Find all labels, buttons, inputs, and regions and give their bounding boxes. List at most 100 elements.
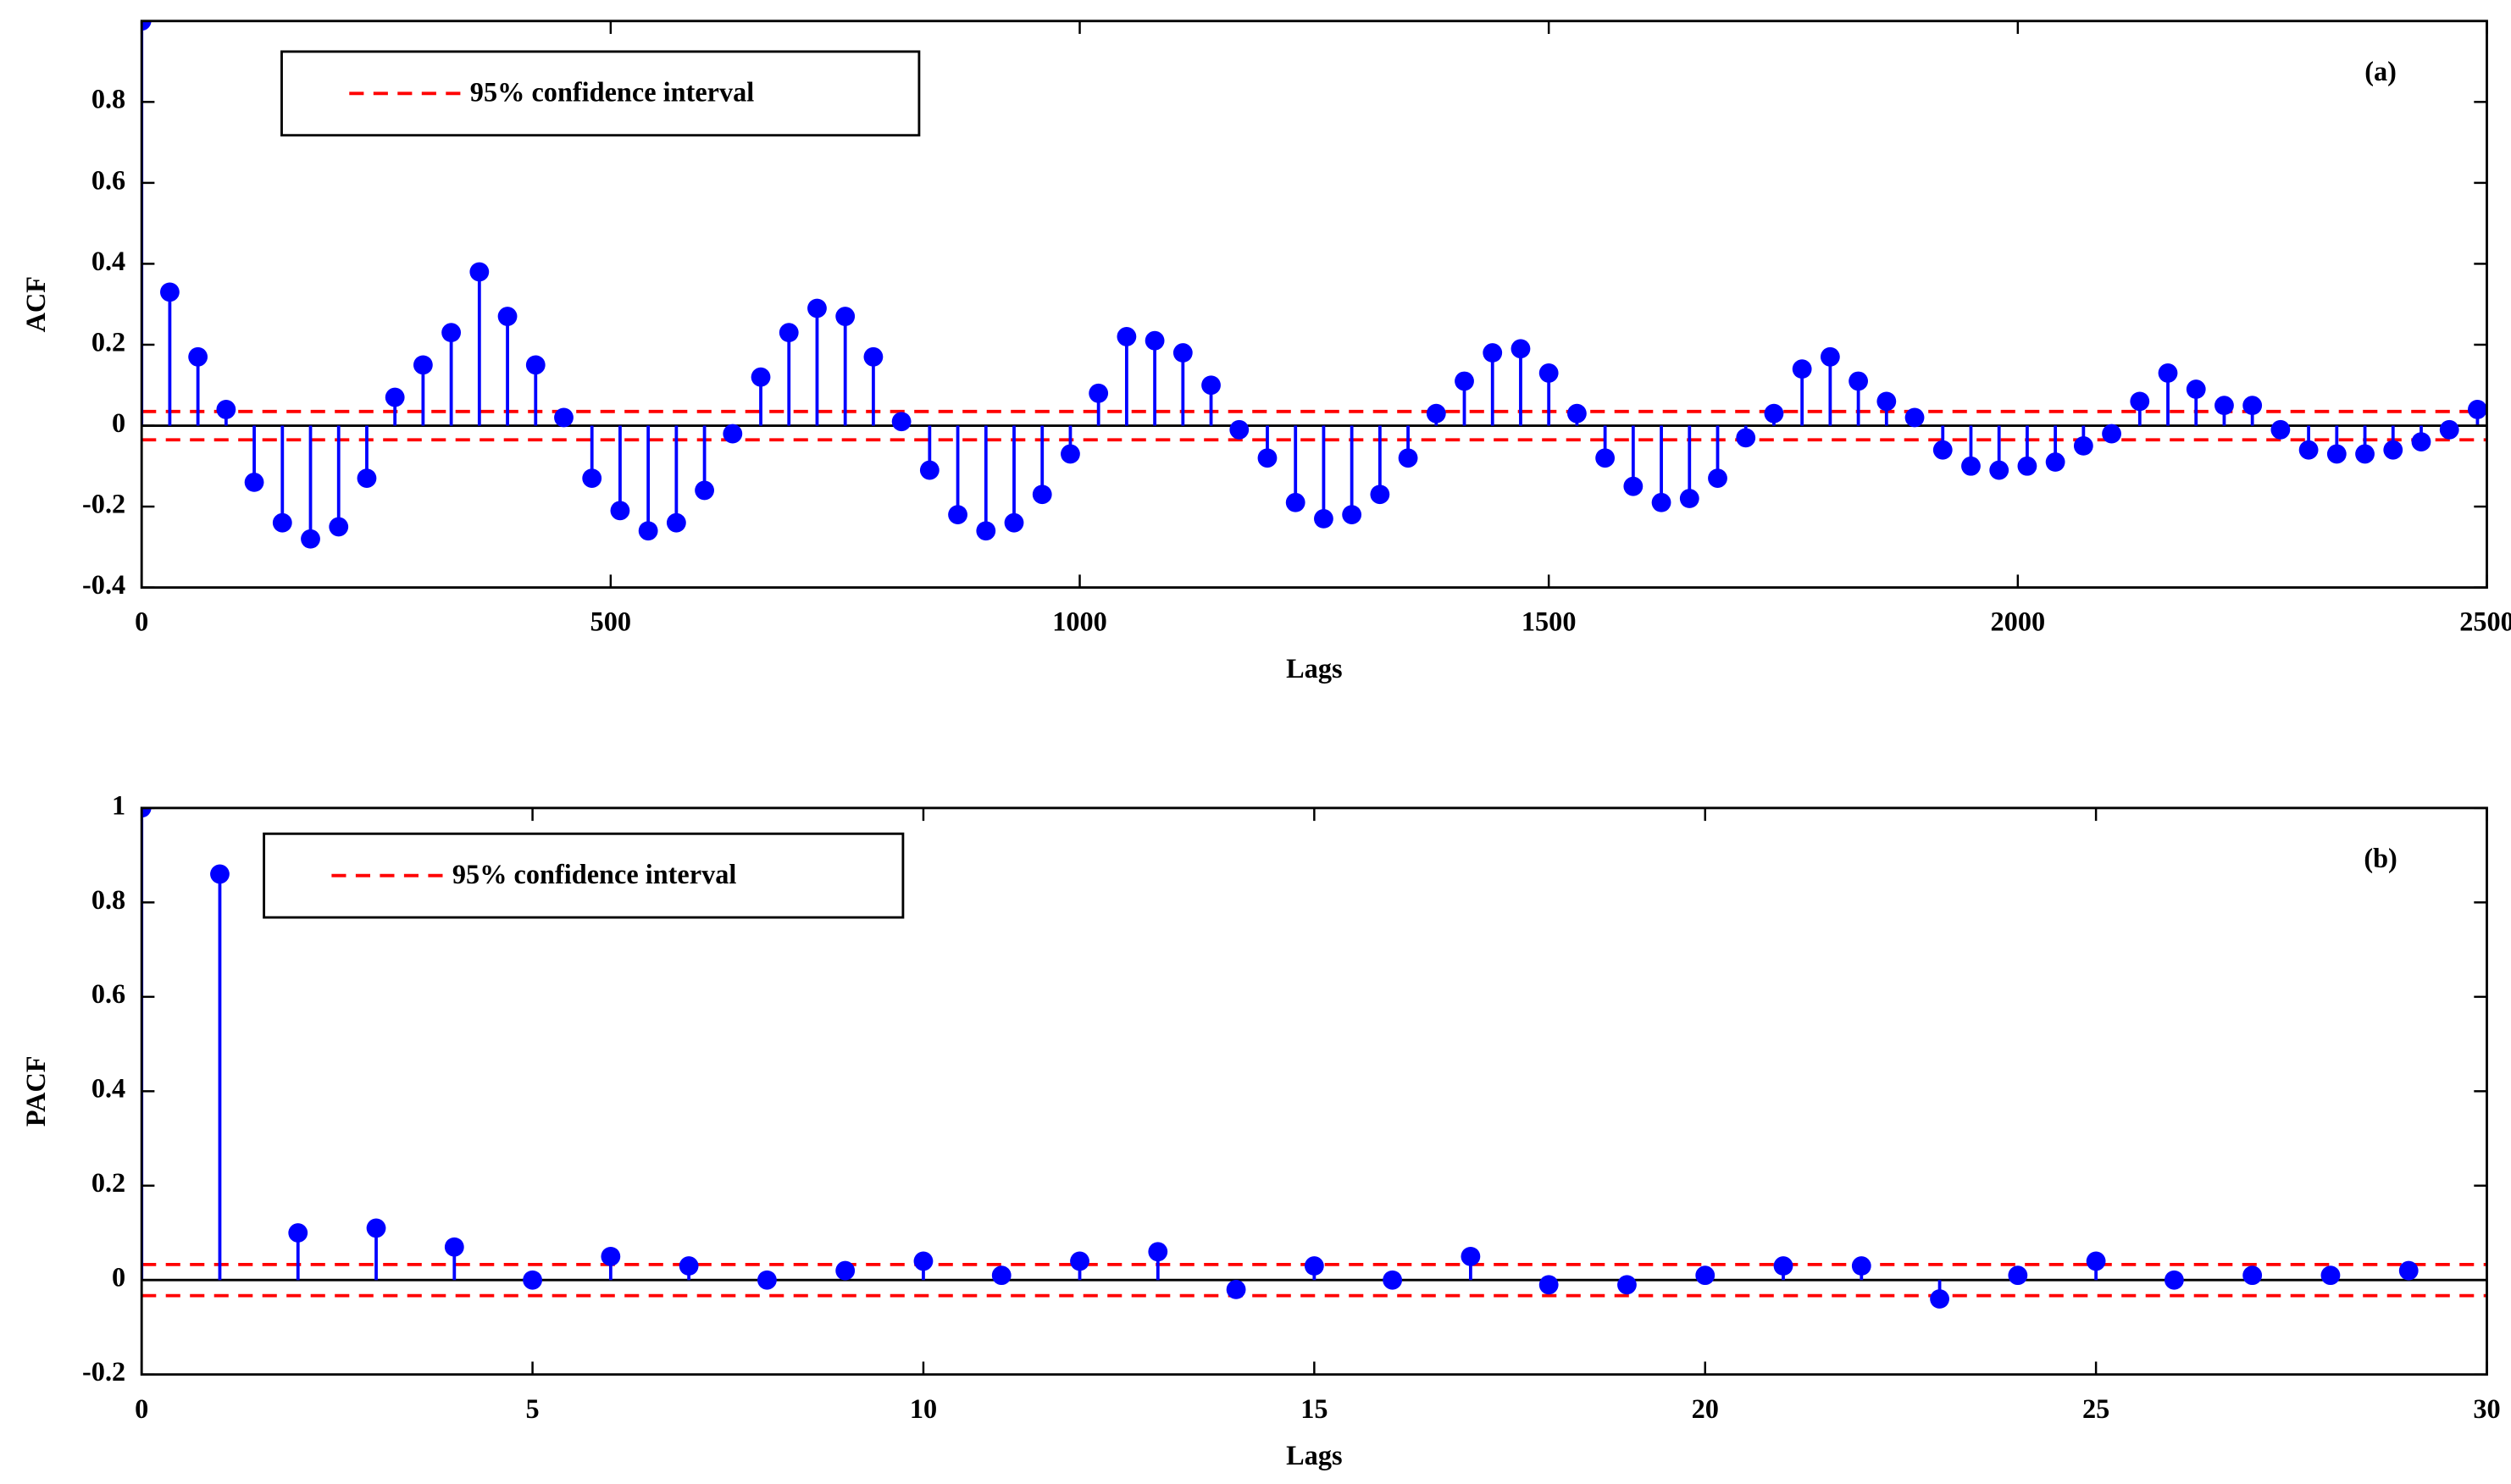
stem-marker — [1538, 1275, 1559, 1295]
x-tick-label: 1000 — [1052, 606, 1107, 637]
stem-marker — [160, 282, 180, 302]
legend-label: 95% confidence interval — [452, 859, 737, 889]
x-axis-label: Lags — [1286, 1440, 1342, 1470]
y-tick-label: -0.2 — [82, 1356, 125, 1387]
stem-marker — [1304, 1256, 1324, 1276]
stem-marker — [1257, 448, 1278, 468]
stem-marker — [2086, 1251, 2106, 1271]
y-tick-label: -0.4 — [82, 569, 125, 600]
x-tick-label: 20 — [1692, 1393, 1719, 1424]
stem-marker — [948, 505, 967, 525]
stem-marker — [2214, 396, 2234, 416]
stem-marker — [469, 262, 490, 282]
x-tick-label: 5 — [526, 1393, 540, 1424]
stem-marker — [441, 323, 462, 343]
stem-marker — [1566, 403, 1587, 424]
x-tick-label: 15 — [1300, 1393, 1328, 1424]
stem-marker — [554, 407, 574, 428]
stem-marker — [288, 1223, 308, 1243]
y-tick-label: 0.6 — [91, 978, 125, 1009]
stem-marker — [1314, 508, 1333, 529]
plot-area — [141, 807, 2487, 1309]
stem-marker — [2355, 444, 2375, 464]
y-tick-label: 0 — [112, 407, 125, 438]
stem-marker — [2326, 444, 2347, 464]
stem-marker — [1229, 419, 1250, 440]
stem-marker — [1455, 371, 1474, 391]
stem-marker — [1764, 403, 1784, 424]
stem-marker — [2186, 379, 2206, 399]
stem-marker — [2242, 396, 2263, 416]
stem-marker — [2073, 436, 2093, 456]
stem-marker — [525, 355, 546, 375]
x-tick-label: 30 — [2473, 1393, 2500, 1424]
stem-marker — [1617, 1275, 1637, 1295]
stem-marker — [1145, 330, 1165, 351]
stem-marker — [1595, 448, 1616, 468]
stem-marker — [366, 1218, 386, 1238]
stem-marker — [2383, 440, 2403, 460]
y-tick-label: 0.2 — [91, 326, 125, 357]
stem-marker — [1695, 1265, 1716, 1286]
stem-marker — [1510, 339, 1531, 359]
stem-marker — [244, 472, 264, 492]
stem-marker — [1061, 444, 1080, 464]
stem-marker — [1849, 371, 1868, 391]
panel: 0 5 10 15 20 25 30 -0.2 0 0.2 0.4 0.6 0.8 1 Lags PACF (b… — [20, 789, 2501, 1470]
stem-marker — [610, 501, 630, 521]
stem-marker — [2320, 1265, 2341, 1286]
y-tick-label: 0.2 — [91, 1167, 125, 1198]
y-tick-label: 1 — [112, 789, 125, 820]
stem-marker — [1201, 375, 1221, 396]
stem-marker — [1117, 327, 1137, 346]
stem-marker — [723, 424, 743, 444]
stem-marker — [666, 512, 686, 533]
stem-marker — [357, 468, 377, 489]
stem-marker — [272, 512, 292, 533]
stem-marker — [1773, 1256, 1793, 1276]
x-tick-label: 0 — [135, 606, 148, 637]
stem-marker — [835, 307, 856, 326]
stem-marker — [751, 367, 771, 387]
y-tick-label: -0.2 — [82, 488, 125, 518]
stem-marker — [2398, 1260, 2419, 1281]
y-axis-label: ACF — [20, 276, 51, 332]
axes-box — [140, 19, 2488, 590]
stem-marker — [976, 521, 996, 541]
stem-marker — [1383, 1270, 1403, 1290]
stem-marker — [919, 460, 940, 480]
stem-marker — [2411, 432, 2431, 452]
stem-marker — [1538, 363, 1559, 383]
stem-marker — [1930, 1289, 1949, 1309]
x-axis-label: Lags — [1286, 653, 1342, 684]
stem-marker — [2270, 419, 2291, 440]
stem-marker — [1342, 505, 1362, 525]
stem-marker — [2468, 400, 2487, 419]
stem-marker — [1736, 428, 1756, 448]
stem-marker — [1989, 460, 2009, 480]
y-tick-label: 0.6 — [91, 164, 125, 195]
x-tick-label: 25 — [2082, 1393, 2109, 1424]
panel: 0 500 1000 1500 2000 2500 -0.4 -0.2 0 0.2 0.4 0.6 0.… — [20, 19, 2511, 684]
panel-label: (b) — [2364, 843, 2397, 873]
stem-marker — [1904, 407, 1925, 428]
stem-marker — [210, 864, 230, 884]
stem-marker — [1070, 1251, 1089, 1271]
stem-marker — [1004, 512, 1024, 533]
panel-label: (a) — [2364, 56, 2397, 86]
stem-marker — [1623, 476, 1644, 496]
stem-marker — [638, 521, 658, 541]
stem-marker — [523, 1270, 542, 1290]
legend-box — [263, 832, 905, 919]
stem-marker — [835, 1260, 856, 1281]
stem-marker — [2017, 456, 2037, 476]
stem-marker — [1089, 383, 1109, 403]
x-tick-label: 0 — [135, 1393, 148, 1424]
stem-marker — [141, 20, 152, 31]
stem-marker — [216, 400, 236, 419]
stem-marker — [1226, 1279, 1246, 1299]
stem-marker — [1398, 448, 1418, 468]
stem-marker — [1932, 440, 1953, 460]
stem-marker — [1461, 1246, 1481, 1266]
